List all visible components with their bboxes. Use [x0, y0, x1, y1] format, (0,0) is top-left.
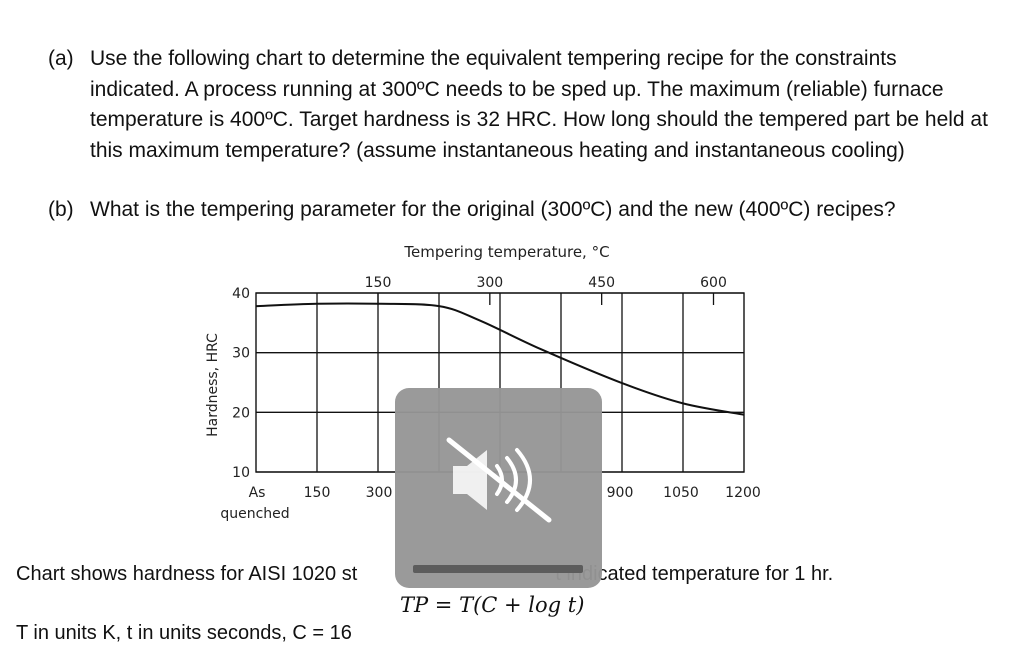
x-tick-label: 900 [607, 485, 634, 501]
x-tick-label: 1200 [725, 485, 761, 501]
chart-title: Tempering temperature, °C [403, 243, 609, 261]
y-tick-label: 40 [232, 286, 250, 302]
top-axis-tick-label: 150 [365, 275, 392, 291]
top-axis-tick-label: 600 [700, 275, 727, 291]
y-axis-label: Hardness, HRC [205, 333, 221, 437]
y-tick-label: 10 [232, 465, 250, 481]
speaker-muted-icon [446, 437, 552, 523]
question-a-label: (a) [48, 47, 74, 70]
question-b: (b) What is the tempering parameter for … [48, 195, 988, 226]
question-b-label: (b) [48, 198, 74, 221]
y-tick-label: 30 [232, 346, 250, 362]
question-b-text: What is the tempering parameter for the … [90, 198, 896, 221]
volume-level-bar [413, 565, 583, 573]
caption-right: t indicated temperature for 1 hr. [555, 563, 834, 585]
units-note: T in units K, t in units seconds, C = 16 [16, 622, 352, 644]
top-axis-tick-label: 450 [588, 275, 615, 291]
x-tick-label: 300 [366, 485, 393, 501]
caption-left: Chart shows hardness for AISI 1020 st [16, 563, 358, 585]
chart-caption: Chart shows hardness for AISI 1020 st t i… [16, 563, 833, 586]
x-tick-label: 1050 [663, 485, 699, 501]
mute-overlay [395, 388, 602, 588]
hardness-curve [255, 302, 745, 416]
top-axis-tick-label: 300 [476, 275, 503, 291]
question-a-text: Use the following chart to determine the… [90, 47, 988, 162]
tempering-parameter-formula: TP = T(C + log t) [400, 593, 585, 617]
x-tick-label: 150 [304, 485, 331, 501]
x-tick-label: As quenched [220, 485, 289, 522]
y-tick-label: 20 [232, 405, 250, 421]
question-a: (a) Use the following chart to determine… [48, 44, 988, 166]
